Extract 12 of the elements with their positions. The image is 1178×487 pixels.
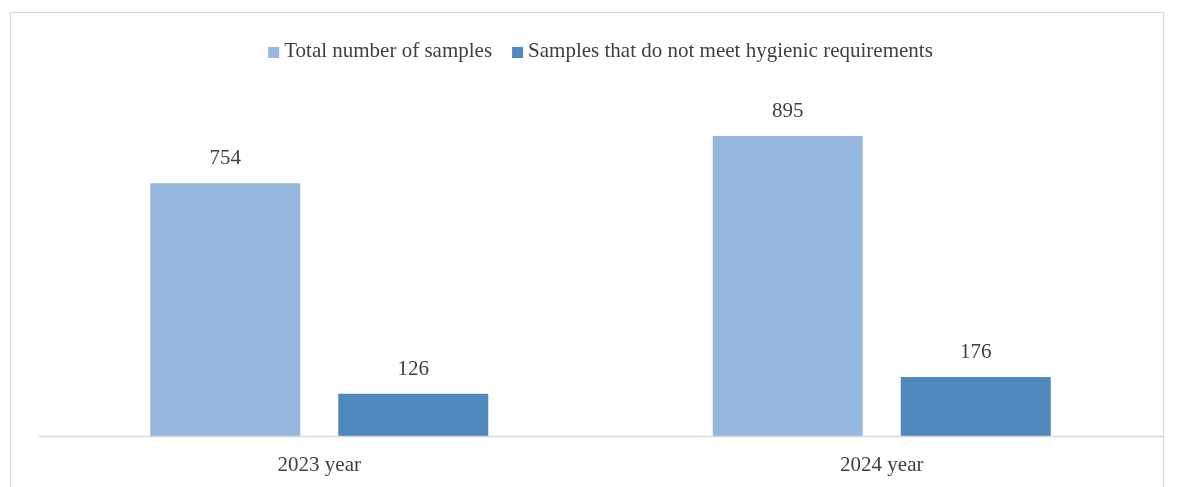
bar: [338, 393, 489, 436]
bar: [712, 136, 863, 436]
x-tick-label: 2024 year: [840, 451, 924, 476]
x-tick-label: 2023 year: [277, 451, 361, 476]
bar: [150, 183, 301, 436]
data-label: 126: [397, 355, 429, 380]
data-label: 176: [960, 339, 992, 364]
bar: [900, 377, 1051, 436]
legend-label: Samples that do not meet hygienic requirements: [528, 38, 933, 62]
legend-label: Total number of samples: [284, 38, 493, 62]
data-label: 895: [772, 98, 804, 122]
data-label: 754: [209, 145, 242, 170]
